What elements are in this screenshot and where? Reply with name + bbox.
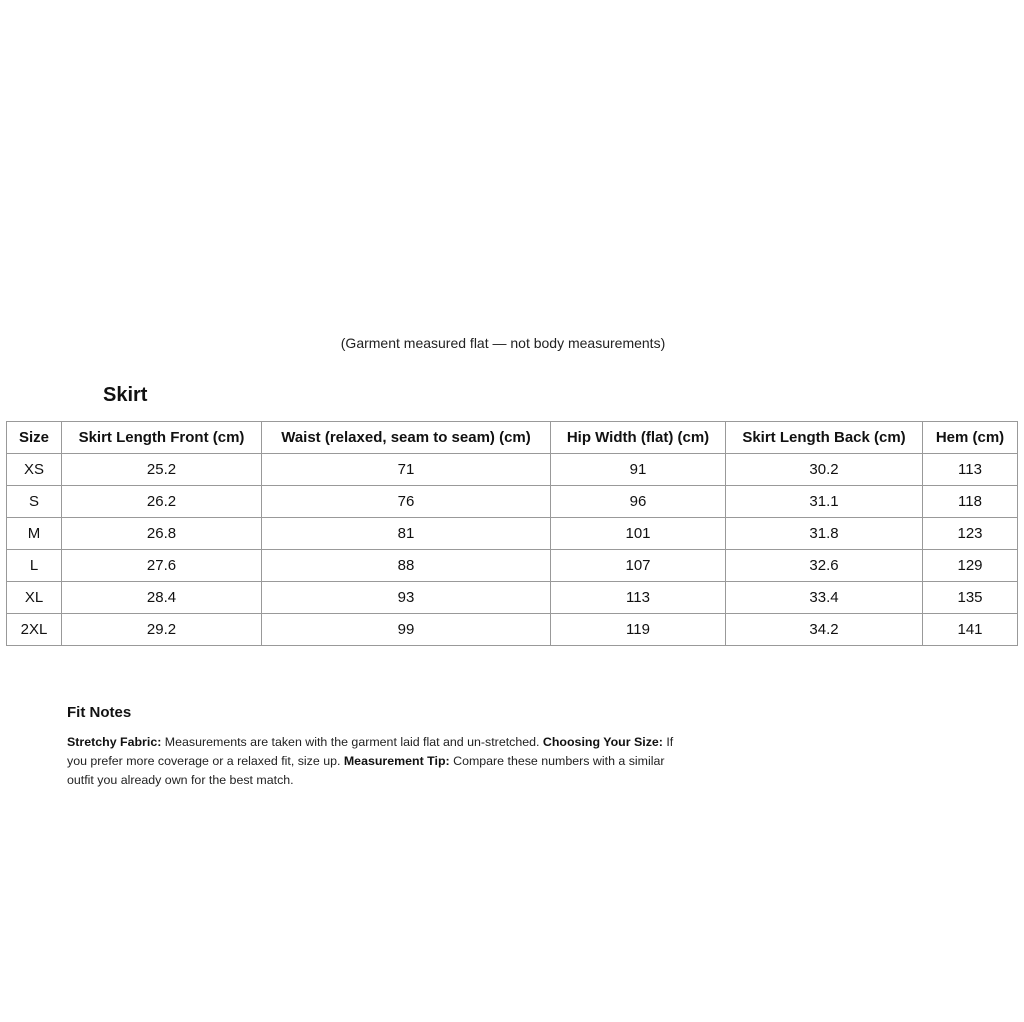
column-header: Size — [6, 421, 62, 454]
size-chart-table: Size Skirt Length Front (cm) Waist (relaxe… — [6, 421, 1018, 646]
size-cell: M — [6, 517, 62, 550]
size-cell: S — [6, 485, 62, 518]
size-cell: XS — [6, 453, 62, 486]
measurement-cell: 29.2 — [61, 613, 262, 646]
measurement-cell: 71 — [261, 453, 551, 486]
measurement-cell: 32.6 — [725, 549, 923, 582]
measurement-cell: 135 — [922, 581, 1018, 614]
measurement-cell: 33.4 — [725, 581, 923, 614]
measurement-cell: 113 — [550, 581, 726, 614]
size-cell: L — [6, 549, 62, 582]
column-header: Hem (cm) — [922, 421, 1018, 454]
measurement-cell: 118 — [922, 485, 1018, 518]
column-header: Skirt Length Front (cm) — [61, 421, 262, 454]
size-cell: 2XL — [6, 613, 62, 646]
measurement-cell: 27.6 — [61, 549, 262, 582]
measurement-cell: 26.8 — [61, 517, 262, 550]
column-header: Skirt Length Back (cm) — [725, 421, 923, 454]
table-header-row: Size Skirt Length Front (cm) Waist (relaxe… — [6, 421, 1018, 454]
table-row: S 26.2 76 96 31.1 118 — [6, 485, 1018, 518]
measurement-cell: 25.2 — [61, 453, 262, 486]
note-label: Measurement Tip: — [343, 754, 450, 768]
size-cell: XL — [6, 581, 62, 614]
table-row: XL 28.4 93 113 33.4 135 — [6, 581, 1018, 614]
note-text: Measurements are taken with the garment … — [161, 735, 543, 749]
column-header: Waist (relaxed, seam to seam) (cm) — [261, 421, 551, 454]
measurement-cell: 81 — [261, 517, 551, 550]
table-row: XS 25.2 71 91 30.2 113 — [6, 453, 1018, 486]
table-row: L 27.6 88 107 32.6 129 — [6, 549, 1018, 582]
measurement-cell: 93 — [261, 581, 551, 614]
measurement-cell: 96 — [550, 485, 726, 518]
measurement-cell: 76 — [261, 485, 551, 518]
measurement-cell: 113 — [922, 453, 1018, 486]
measurement-cell: 99 — [261, 613, 551, 646]
fit-notes-title: Fit Notes — [67, 704, 132, 721]
note-label: Stretchy Fabric: — [67, 735, 162, 749]
measurement-cell: 30.2 — [725, 453, 923, 486]
table-row: M 26.8 81 101 31.8 123 — [6, 517, 1018, 550]
measurement-cell: 34.2 — [725, 613, 923, 646]
note-text: If you prefer more coverage or a relaxed… — [67, 735, 674, 768]
measurement-subtitle: (Garment measured flat — not body measur… — [340, 335, 666, 351]
measurement-cell: 26.2 — [61, 485, 262, 518]
page-title: Skirt — [103, 384, 148, 406]
measurement-cell: 107 — [550, 549, 726, 582]
measurement-cell: 123 — [922, 517, 1018, 550]
note-text: Compare these numbers with a similar out… — [67, 754, 665, 787]
measurement-cell: 141 — [922, 613, 1018, 646]
measurement-cell: 31.1 — [725, 485, 923, 518]
table-row: 2XL 29.2 99 119 34.2 141 — [6, 613, 1018, 646]
column-header: Hip Width (flat) (cm) — [550, 421, 726, 454]
measurement-cell: 129 — [922, 549, 1018, 582]
measurement-cell: 91 — [550, 453, 726, 486]
measurement-cell: 88 — [261, 549, 551, 582]
measurement-cell: 101 — [550, 517, 726, 550]
fit-notes-text: Stretchy Fabric: Measurements are taken … — [67, 733, 677, 790]
measurement-cell: 31.8 — [725, 517, 923, 550]
measurement-cell: 119 — [550, 613, 726, 646]
measurement-cell: 28.4 — [61, 581, 262, 614]
note-label: Choosing Your Size: — [542, 735, 663, 749]
